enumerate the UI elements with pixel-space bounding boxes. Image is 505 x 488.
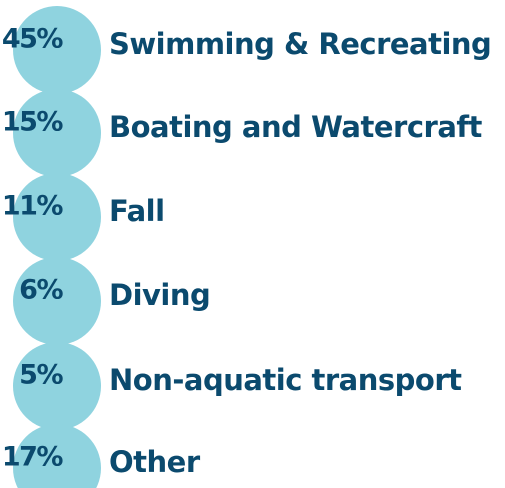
- percent: 6%: [19, 275, 63, 306]
- percent-circle: [13, 342, 101, 430]
- percent: 17%: [2, 442, 64, 473]
- percent: 11%: [2, 191, 64, 222]
- percent: 15%: [2, 107, 64, 138]
- label: Non-aquatic transport: [109, 363, 462, 397]
- percent-circle: [13, 89, 101, 177]
- label: Diving: [109, 278, 210, 312]
- label: Boating and Watercraft: [109, 110, 483, 144]
- label: Fall: [109, 194, 165, 228]
- percent: 5%: [19, 360, 63, 391]
- percent-circle: [13, 173, 101, 261]
- label: Swimming & Recreating: [109, 27, 491, 61]
- percent-circle: [13, 6, 101, 94]
- percent: 45%: [2, 24, 64, 55]
- label: Other: [109, 445, 201, 479]
- percent-circle: [13, 257, 101, 345]
- percent-circle: [13, 424, 101, 488]
